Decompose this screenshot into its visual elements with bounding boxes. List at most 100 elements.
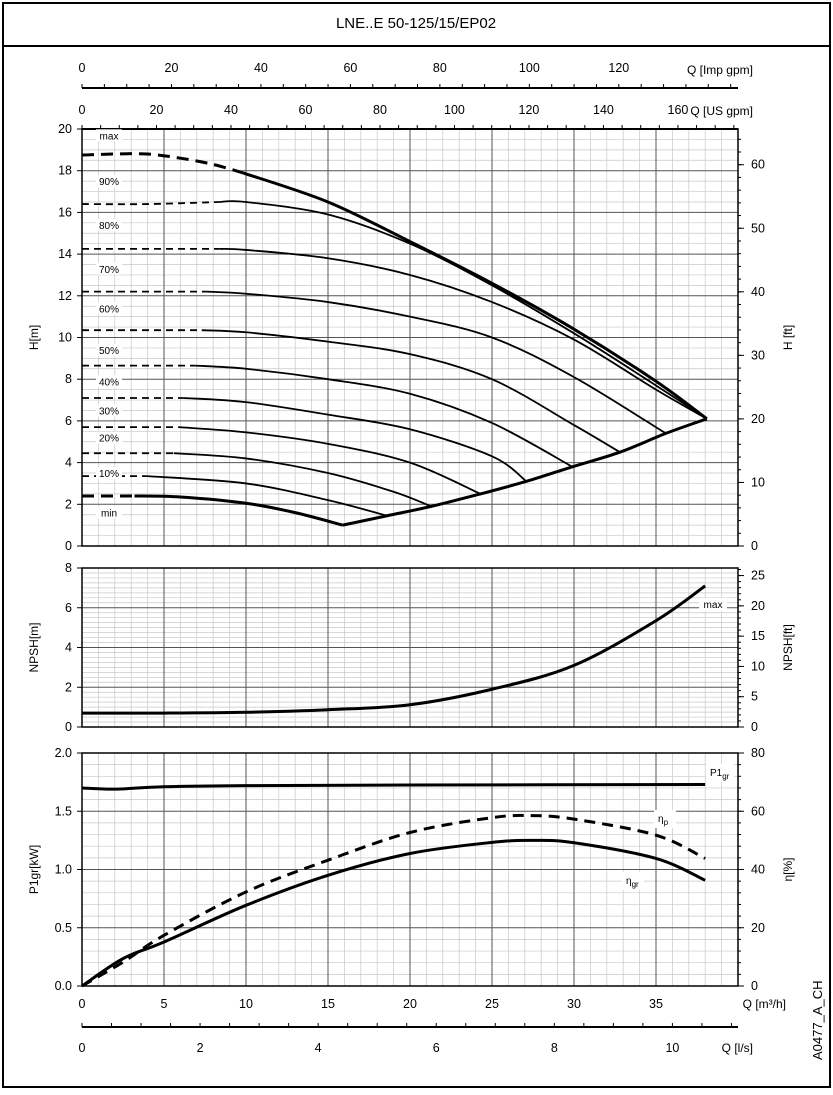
npsh-ytick-right-label: 0 xyxy=(751,720,758,734)
m3h-tick-label: 25 xyxy=(485,997,499,1011)
head-curve-solid xyxy=(178,426,481,495)
power-ytick-label: 0.0 xyxy=(55,979,72,993)
ls-axis: 0 2 4 6 8 10 Q [l/s] xyxy=(79,1023,753,1055)
head-curve-40pct: 40% xyxy=(82,375,527,483)
head-curve-60pct: 60% xyxy=(82,302,621,453)
m3h-tick-label: 0 xyxy=(79,997,86,1011)
us_gpm-tick-label: 60 xyxy=(299,103,313,117)
us_gpm-tick-label: 20 xyxy=(150,103,164,117)
power-ytick-label: 1.0 xyxy=(55,863,72,877)
series-name: η xyxy=(658,814,664,825)
head-ytick-label: 20 xyxy=(58,122,72,136)
us_gpm-tick-label: 140 xyxy=(593,103,614,117)
power-curve-label: P1gr xyxy=(710,768,730,781)
series-name: P1 xyxy=(710,768,723,779)
series-name: η xyxy=(626,876,632,887)
head-curve-label: 90% xyxy=(99,177,119,188)
power-ytick-right-label: 40 xyxy=(751,863,765,877)
figure-code: A0477_A_CH xyxy=(810,981,825,1061)
power-ylabel-right: η[%] xyxy=(781,857,795,881)
npsh-ytick-right-label: 15 xyxy=(751,629,765,643)
head-curve-label: 80% xyxy=(99,221,119,232)
npsh-ytick-label: 8 xyxy=(65,561,72,575)
head-ytick-label: 18 xyxy=(58,164,72,178)
head-ytick-label: 2 xyxy=(65,497,72,511)
ls-tick-label: 10 xyxy=(665,1041,679,1055)
head-ytick-right-label: 0 xyxy=(751,539,758,553)
power-ytick-right-label: 20 xyxy=(751,921,765,935)
imp_gpm-tick-label: 40 xyxy=(254,61,268,75)
head-ytick-right-label: 50 xyxy=(751,221,765,235)
m3h-tick-label: 10 xyxy=(239,997,253,1011)
head-curve-solid xyxy=(206,290,667,435)
npsh-curve-label: max xyxy=(704,600,723,611)
npsh-ylabel-right: NPSH[ft] xyxy=(781,624,795,671)
ls-tick-label: 0 xyxy=(79,1041,86,1055)
ls-tick-label: 2 xyxy=(197,1041,204,1055)
head-curve-solid xyxy=(173,452,432,508)
npsh-grid xyxy=(77,567,744,728)
npsh-ytick-label: 4 xyxy=(65,641,72,655)
head-curve-max: max xyxy=(81,129,708,421)
npsh-curve-max xyxy=(81,584,707,715)
power-curve-label: ηgr xyxy=(626,876,639,889)
head-curve-solid xyxy=(219,200,708,420)
head-curve-20pct: 20% xyxy=(82,431,432,508)
m3h-tick-label: 35 xyxy=(649,997,663,1011)
head-curve-label: min xyxy=(101,509,117,520)
head-curve-90pct: 90% xyxy=(81,175,708,420)
head-curve-80pct: 80% xyxy=(82,218,708,420)
head-ytick-right-label: 40 xyxy=(751,285,765,299)
head-curve-10pct: 10% xyxy=(82,467,388,517)
head-curve-dashed xyxy=(81,201,220,206)
imp_gpm-tick-label: 60 xyxy=(343,61,357,75)
head-curve-label: 40% xyxy=(99,377,119,388)
head-curve-50pct: 50% xyxy=(82,344,573,468)
series-subscript: p xyxy=(664,818,669,827)
imp_gpm-tick-label: 100 xyxy=(519,61,540,75)
m3h-tick-label: 30 xyxy=(567,997,581,1011)
imp_gpm-tick-label: 20 xyxy=(165,61,179,75)
ls-tick-label: 8 xyxy=(551,1041,558,1055)
us_gpm-tick-label: 80 xyxy=(373,103,387,117)
us_gpm-tick-label: 120 xyxy=(519,103,540,117)
power-curve-ηp xyxy=(81,813,706,988)
npsh-plot-frame xyxy=(81,567,739,728)
power-curve-P1gr xyxy=(81,782,706,791)
power-ytick-right-label: 0 xyxy=(751,979,758,993)
head-ytick-label: 8 xyxy=(65,372,72,386)
head-curve-solid xyxy=(147,475,388,517)
head-curve-solid xyxy=(201,329,621,453)
npsh-ytick-label: 2 xyxy=(65,680,72,694)
head-curve-min: min xyxy=(82,494,344,527)
npsh-ytick-right-label: 20 xyxy=(751,599,765,613)
power-ytick-label: 1.5 xyxy=(55,804,72,818)
head-ytick-label: 10 xyxy=(58,331,72,345)
power-curve-ηgr xyxy=(81,838,706,988)
us_gpm-tick-label: 160 xyxy=(668,103,689,117)
ls-axis-label: Q [l/s] xyxy=(722,1041,753,1055)
m3h-tick-label: 15 xyxy=(321,997,335,1011)
ls-tick-label: 6 xyxy=(433,1041,440,1055)
power-ylabel: P1gr[kW] xyxy=(27,845,41,894)
npsh-ytick-label: 0 xyxy=(65,720,72,734)
head-curve-label: 20% xyxy=(99,434,119,445)
head-ytick-right-label: 30 xyxy=(751,348,765,362)
head-curve-dashed xyxy=(81,152,244,175)
head-curve-label: max xyxy=(100,131,119,142)
head-curve-solid xyxy=(242,171,708,421)
imp_gpm-tick-label: 80 xyxy=(433,61,447,75)
npsh-ylabel: NPSH[m] xyxy=(27,622,41,672)
head-curve-solid xyxy=(183,397,527,483)
head-curve-label: 70% xyxy=(99,265,119,276)
head-curve-label: 60% xyxy=(99,304,119,315)
min-efficiency-boundary xyxy=(342,417,708,527)
head-ytick-label: 12 xyxy=(58,289,72,303)
m3h-axis-label: Q [m³/h] xyxy=(743,997,786,1011)
power-ytick-label: 0.5 xyxy=(55,921,72,935)
us_gpm-tick-label: 0 xyxy=(79,103,86,117)
head-curve-label: 50% xyxy=(99,346,119,357)
imp_gpm-axis: 0 20 40 60 80 100 120 Q [Imp gpm] xyxy=(79,61,753,89)
